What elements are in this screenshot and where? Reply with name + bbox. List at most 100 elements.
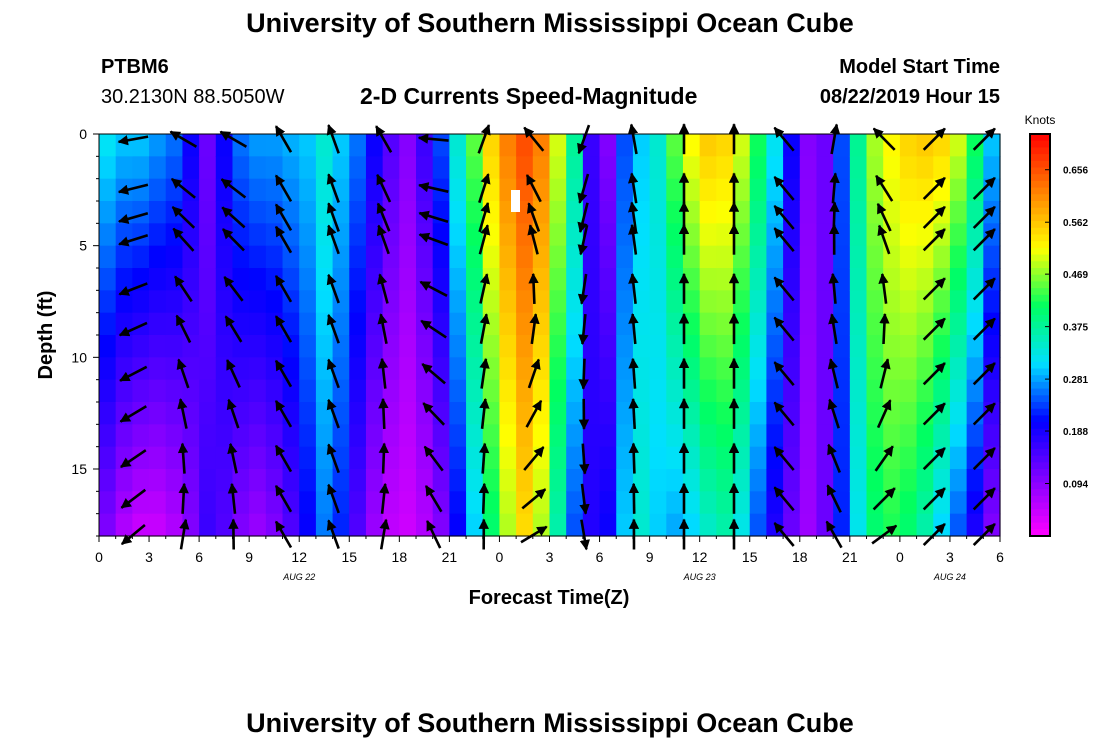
heat-cell bbox=[165, 201, 184, 224]
heat-cell bbox=[933, 156, 951, 180]
colorbar-segment bbox=[1030, 328, 1050, 336]
current-arrow bbox=[326, 519, 340, 550]
heat-cell bbox=[332, 335, 350, 358]
heat-cell bbox=[566, 513, 584, 537]
current-arrow bbox=[176, 358, 190, 389]
heat-cell bbox=[282, 379, 300, 403]
heat-cell bbox=[115, 245, 133, 269]
x-tick-label: 18 bbox=[792, 549, 808, 565]
heat-cell bbox=[249, 446, 267, 470]
heat-cell bbox=[232, 245, 250, 269]
colorbar-tick-label: 0.281 bbox=[1063, 375, 1088, 386]
heat-cell bbox=[416, 491, 434, 515]
heat-cell bbox=[899, 424, 918, 448]
heat-cell bbox=[549, 245, 567, 269]
heat-cell bbox=[299, 290, 317, 314]
heat-cell bbox=[582, 424, 601, 448]
colorbar-segment bbox=[1030, 428, 1050, 437]
heat-cell bbox=[916, 513, 934, 537]
heat-cell bbox=[249, 290, 267, 314]
heat-cell bbox=[799, 379, 818, 403]
heat-cell bbox=[315, 491, 334, 515]
current-arrow bbox=[872, 487, 896, 511]
current-arrow bbox=[773, 316, 795, 342]
heat-cell bbox=[649, 245, 667, 269]
heat-cell bbox=[149, 201, 167, 224]
colorbar-segment bbox=[1030, 435, 1050, 443]
current-arrow bbox=[274, 203, 293, 232]
heat-cell bbox=[499, 379, 517, 403]
colorbar-segment bbox=[1030, 402, 1050, 410]
heat-cell bbox=[199, 134, 217, 157]
heat-cell bbox=[949, 268, 968, 291]
heat-cell bbox=[265, 156, 284, 180]
heat-cell bbox=[949, 446, 968, 470]
current-arrow bbox=[378, 397, 389, 429]
colorbar-segment bbox=[1030, 167, 1050, 175]
date-label: AUG 24 bbox=[933, 572, 966, 582]
heat-cell bbox=[666, 335, 684, 358]
heat-cell bbox=[499, 290, 517, 314]
heat-cell bbox=[849, 290, 868, 314]
heat-cell bbox=[666, 156, 684, 180]
heat-cell bbox=[416, 335, 434, 358]
heat-cell bbox=[215, 513, 234, 537]
colorbar-tick-label: 0.562 bbox=[1063, 218, 1088, 229]
heat-cell bbox=[382, 379, 400, 403]
heat-cell bbox=[249, 357, 267, 381]
heat-cell bbox=[599, 357, 617, 381]
heat-cell bbox=[949, 201, 968, 224]
heat-cell bbox=[816, 178, 834, 202]
heat-cell bbox=[532, 379, 551, 403]
colorbar-segment bbox=[1030, 308, 1050, 316]
heat-cell bbox=[666, 290, 684, 314]
heat-cell bbox=[432, 156, 450, 180]
heat-cell bbox=[833, 134, 851, 157]
heat-cell bbox=[349, 134, 367, 157]
heat-cell bbox=[582, 357, 601, 381]
heat-cell bbox=[966, 513, 984, 537]
heat-cell bbox=[716, 156, 734, 180]
current-arrow bbox=[274, 174, 293, 203]
heat-cell bbox=[349, 178, 367, 202]
heat-cell bbox=[749, 379, 768, 403]
heat-cell bbox=[766, 446, 784, 470]
heat-cell bbox=[783, 379, 801, 403]
heat-cell bbox=[649, 201, 667, 224]
heat-cell bbox=[749, 424, 768, 448]
heat-cell bbox=[365, 424, 384, 448]
heat-cell bbox=[549, 469, 567, 492]
colorbar-segment bbox=[1030, 254, 1050, 262]
current-arrow bbox=[377, 273, 389, 304]
heat-cell bbox=[866, 134, 884, 157]
heat-cell bbox=[466, 201, 484, 224]
heat-cell bbox=[165, 335, 184, 358]
heat-cell bbox=[432, 268, 450, 291]
heat-cell bbox=[115, 491, 133, 515]
heat-cell bbox=[799, 312, 818, 336]
heat-cell bbox=[816, 290, 834, 314]
heat-cell bbox=[482, 134, 501, 157]
heat-cell bbox=[115, 134, 133, 157]
heat-cell bbox=[599, 223, 617, 247]
heat-cell bbox=[149, 134, 167, 157]
heat-cell bbox=[682, 245, 701, 269]
heat-cell bbox=[682, 134, 701, 157]
heat-cell bbox=[199, 245, 217, 269]
current-arrow bbox=[922, 447, 946, 471]
heat-cell bbox=[949, 312, 968, 336]
heat-cell bbox=[799, 134, 818, 157]
colorbar-segment bbox=[1030, 288, 1050, 296]
heat-cell bbox=[649, 178, 667, 202]
current-arrow bbox=[418, 232, 449, 247]
heat-cell bbox=[299, 268, 317, 291]
heat-cell bbox=[449, 312, 467, 336]
heat-cell bbox=[833, 424, 851, 448]
heat-cell bbox=[733, 446, 751, 470]
current-arrow bbox=[922, 522, 946, 547]
heat-cell bbox=[365, 513, 384, 537]
heat-cell bbox=[933, 134, 951, 157]
heat-cell bbox=[699, 357, 717, 381]
heat-cell bbox=[699, 402, 717, 425]
current-arrow bbox=[326, 224, 340, 255]
